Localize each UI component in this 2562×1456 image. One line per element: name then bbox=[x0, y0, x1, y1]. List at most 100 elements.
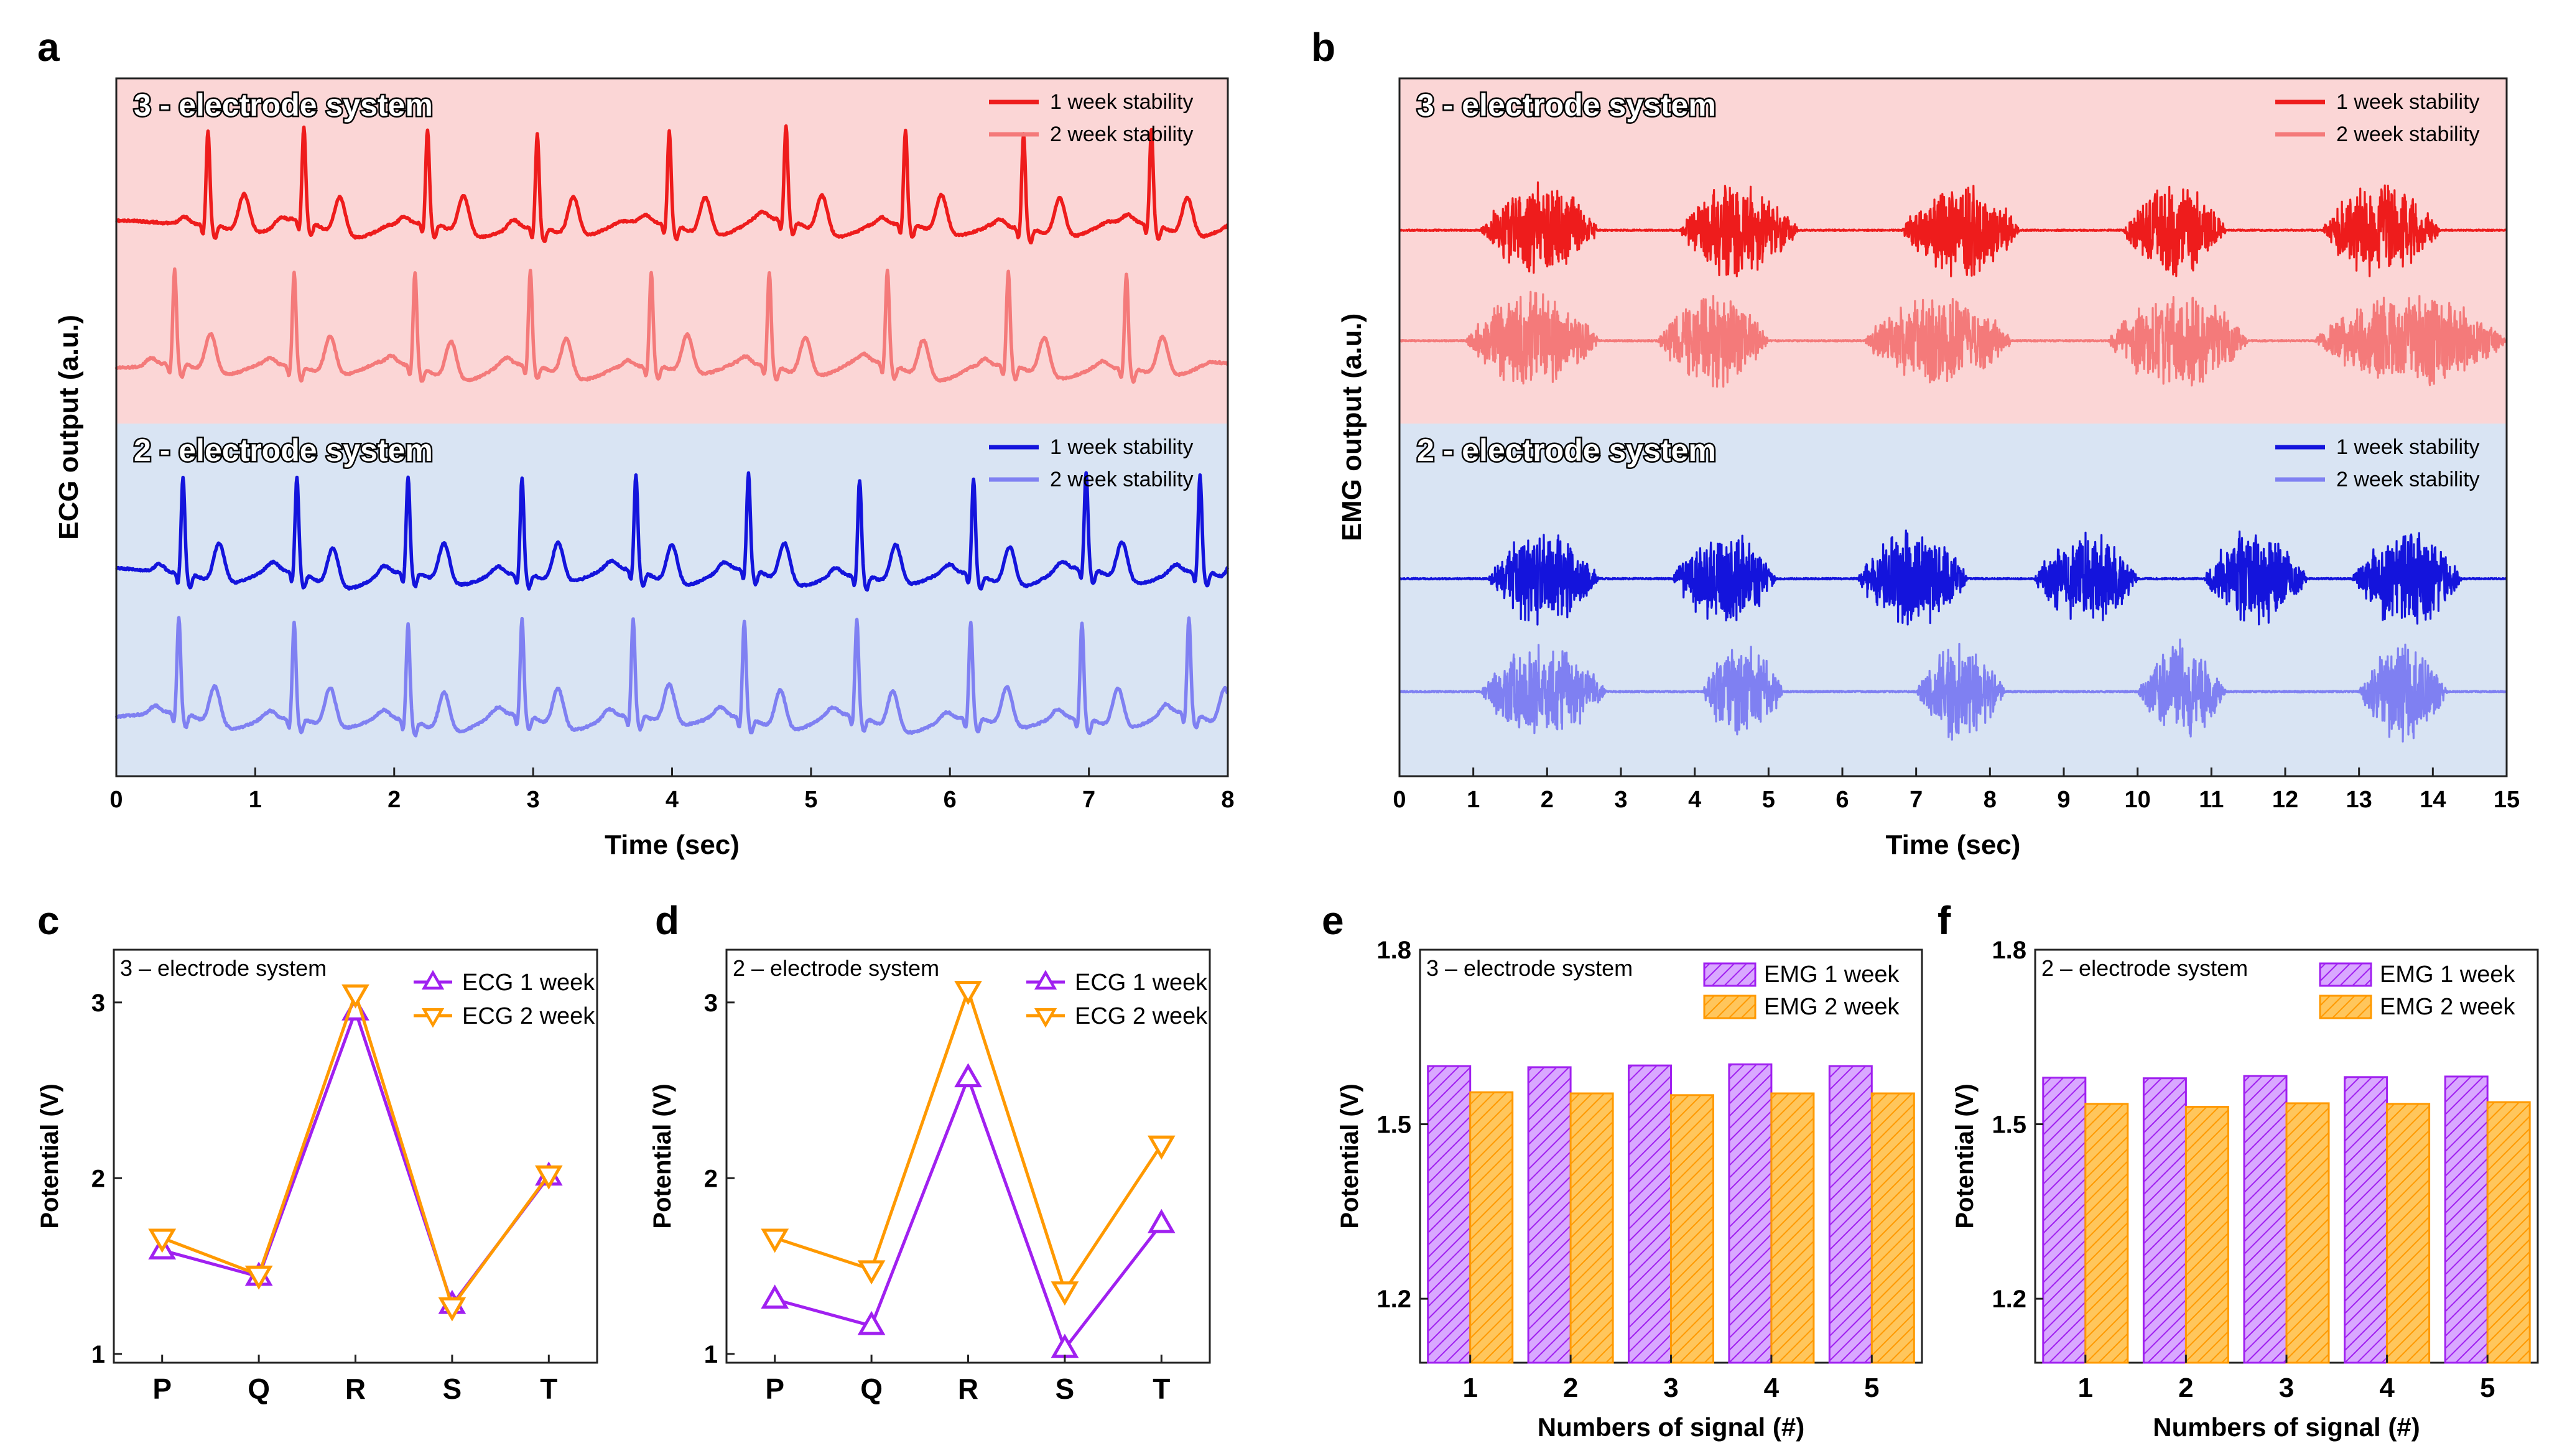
x-tick-label: P bbox=[152, 1373, 172, 1405]
legend-text: EMG 1 week bbox=[1764, 962, 1900, 988]
x-tick-label: 8 bbox=[1984, 787, 1997, 813]
y-axis-title: Potential (V) bbox=[649, 1083, 676, 1228]
data-point-P bbox=[148, 1228, 177, 1253]
bar-week1-4 bbox=[1728, 1063, 1773, 1364]
group-title: 2 - electrode system bbox=[134, 433, 433, 468]
group-title: 3 - electrode system bbox=[134, 88, 433, 123]
x-tick-label: 12 bbox=[2272, 787, 2298, 813]
y-tick-label: 1 bbox=[91, 1341, 105, 1368]
bar-week2-2 bbox=[1569, 1092, 1614, 1364]
y-axis-title: Potential (V) bbox=[1336, 1083, 1363, 1228]
series-1-week-stability-0 bbox=[1398, 181, 2508, 277]
legend-b-1-1-text: 2 week stability bbox=[2336, 468, 2480, 491]
legend-text: EMG 2 week bbox=[2380, 994, 2516, 1020]
x-tick-label: 8 bbox=[1221, 787, 1234, 813]
bar-week2-4 bbox=[2386, 1103, 2431, 1364]
bar-week2-2 bbox=[2184, 1106, 2229, 1364]
y-axis-title: EMG output (a.u.) bbox=[1337, 313, 1367, 542]
x-tick-label: 4 bbox=[666, 787, 679, 813]
panel-c: P Q R S T 1 2 3 3 – electrode system ECG 1 week EC… bbox=[36, 898, 598, 1405]
y-tick-label: 2 bbox=[91, 1165, 105, 1192]
x-tick-label: 7 bbox=[1910, 787, 1923, 813]
data-point-T bbox=[1147, 1208, 1176, 1233]
legend-b-1-0-text: 1 week stability bbox=[2336, 435, 2480, 459]
y-tick-label: 1.5 bbox=[1376, 1111, 1411, 1139]
data-point-T bbox=[1147, 1135, 1176, 1160]
data-point-P bbox=[761, 1284, 789, 1309]
x-tick-label: 2 bbox=[2178, 1373, 2193, 1403]
x-tick-label: S bbox=[443, 1373, 462, 1405]
y-tick-label: 2 bbox=[704, 1165, 718, 1192]
bar-week1-5 bbox=[1828, 1065, 1873, 1364]
legend-a-1-1-text: 2 week stability bbox=[1050, 468, 1194, 491]
x-tick-label: 1 bbox=[1462, 1373, 1477, 1403]
x-tick-label: 9 bbox=[2057, 787, 2070, 813]
panel-e: 1 2 3 4 5 1.2 1.5 1.8 3 – electrode system EMG 1 … bbox=[1322, 898, 1923, 1442]
bar-week1-3 bbox=[1628, 1064, 1672, 1364]
legend-marker bbox=[421, 1008, 445, 1028]
y-tick-label: 3 bbox=[704, 990, 718, 1017]
x-tick-label: 1 bbox=[1467, 787, 1480, 813]
bar-week1-1 bbox=[2042, 1077, 2087, 1364]
series-2-week-stability-0 bbox=[1398, 290, 2507, 388]
x-tick-label: 3 bbox=[527, 787, 540, 813]
x-tick-label: R bbox=[958, 1373, 978, 1405]
panel-label: e bbox=[1322, 898, 1344, 943]
series-2-week-stability-0 bbox=[114, 267, 1229, 384]
x-tick-label: 6 bbox=[1836, 787, 1849, 813]
legend-b-0-1-text: 2 week stability bbox=[2336, 123, 2480, 146]
x-tick-label: 5 bbox=[1864, 1373, 1879, 1403]
bar-week1-2 bbox=[1527, 1066, 1572, 1364]
x-axis-title: Time (sec) bbox=[1886, 830, 2021, 860]
y-tick-label: 1.2 bbox=[1992, 1286, 2026, 1313]
chart-title: 2 – electrode system bbox=[733, 955, 939, 981]
series-1-week-stability-1 bbox=[1398, 529, 2507, 626]
legend-a-1-0-text: 1 week stability bbox=[1050, 435, 1194, 459]
plot-frame bbox=[1398, 77, 2508, 777]
y-axis-title: ECG output (a.u.) bbox=[53, 315, 84, 540]
data-point-P bbox=[761, 1228, 789, 1253]
x-axis-title: Time (sec) bbox=[605, 830, 740, 860]
y-tick-label: 1.8 bbox=[1376, 937, 1411, 964]
legend-text: ECG 2 week bbox=[462, 1003, 595, 1029]
x-tick-label: 5 bbox=[804, 787, 817, 813]
bar-week1-5 bbox=[2444, 1075, 2489, 1364]
chart-title: 2 – electrode system bbox=[2041, 955, 2248, 981]
series-2-week-stability-1 bbox=[1398, 638, 2507, 743]
x-tick-label: 4 bbox=[1764, 1373, 1780, 1403]
x-tick-label: T bbox=[1153, 1373, 1170, 1405]
plot-frame bbox=[725, 948, 1211, 1364]
chart-title: 3 – electrode system bbox=[120, 955, 327, 981]
panel-b: 3 - electrode system 1 week stability 2 we… bbox=[1311, 25, 2520, 860]
y-tick-label: 1.2 bbox=[1376, 1286, 1411, 1313]
x-tick-label: 2 bbox=[1563, 1373, 1578, 1403]
legend-text: EMG 2 week bbox=[1764, 994, 1900, 1020]
legend-swatch bbox=[2319, 962, 2372, 987]
x-tick-label: 5 bbox=[1762, 787, 1775, 813]
x-tick-label: S bbox=[1056, 1373, 1075, 1405]
series-2-week-stability-1 bbox=[114, 616, 1230, 738]
data-point-T bbox=[534, 1165, 563, 1190]
legend-marker bbox=[1034, 970, 1057, 990]
panel-label: c bbox=[37, 898, 60, 943]
x-tick-label: Q bbox=[248, 1373, 270, 1405]
x-tick-label: Q bbox=[860, 1373, 883, 1405]
panel-label: d bbox=[655, 898, 679, 943]
x-tick-label: 2 bbox=[1541, 787, 1554, 813]
x-tick-label: P bbox=[765, 1373, 784, 1405]
y-tick-label: 1 bbox=[704, 1341, 718, 1368]
legend-marker bbox=[421, 970, 445, 990]
legend-text: ECG 1 week bbox=[462, 970, 595, 996]
x-tick-label: 0 bbox=[1393, 787, 1406, 813]
x-tick-label: 5 bbox=[2480, 1373, 2495, 1403]
x-axis-title: Numbers of signal (#) bbox=[2153, 1412, 2420, 1442]
x-tick-label: 6 bbox=[944, 787, 957, 813]
x-tick-label: 4 bbox=[2379, 1373, 2395, 1403]
legend-b-0-0-text: 1 week stability bbox=[2336, 90, 2480, 114]
group-title: 2 - electrode system bbox=[1417, 433, 1716, 468]
x-axis-title: Numbers of signal (#) bbox=[1538, 1412, 1804, 1442]
bar-week2-1 bbox=[2084, 1103, 2129, 1364]
x-tick-label: 2 bbox=[388, 787, 401, 813]
bar-week1-1 bbox=[1427, 1065, 1472, 1364]
